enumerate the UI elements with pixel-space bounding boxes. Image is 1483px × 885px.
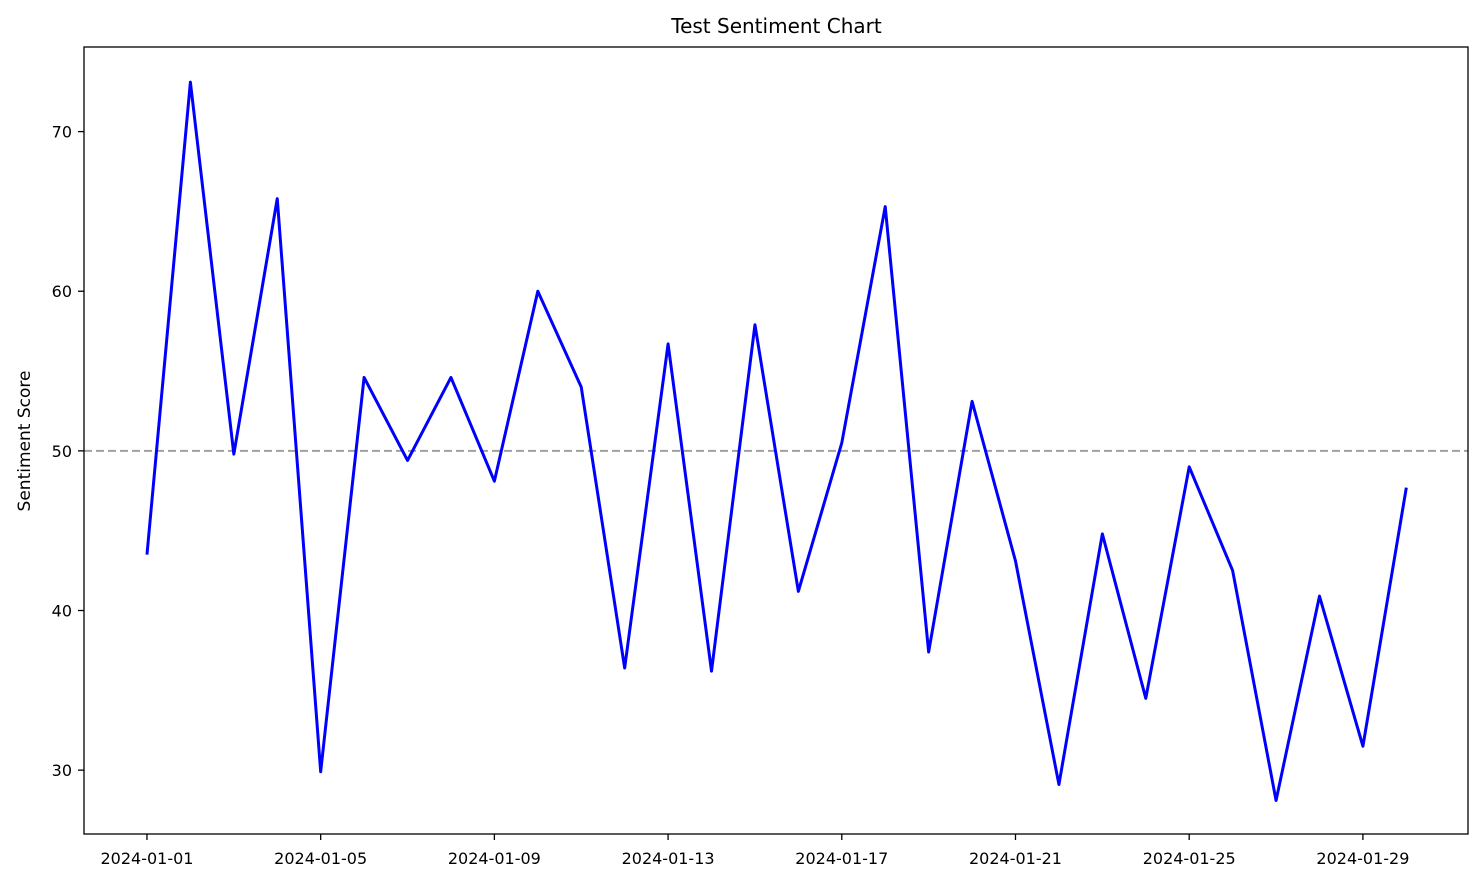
x-tick-label-2024-01-25: 2024-01-25 xyxy=(1143,849,1236,868)
x-tick-label-2024-01-13: 2024-01-13 xyxy=(622,849,715,868)
x-tick-label-2024-01-17: 2024-01-17 xyxy=(795,849,888,868)
y-tick-label-40: 40 xyxy=(52,602,72,621)
y-tick-label-60: 60 xyxy=(52,282,72,301)
y-tick-label-50: 50 xyxy=(52,442,72,461)
x-tick-label-2024-01-05: 2024-01-05 xyxy=(274,849,367,868)
chart-title: Test Sentiment Chart xyxy=(670,14,882,38)
series-line-0 xyxy=(145,80,1408,802)
x-tick-label-2024-01-29: 2024-01-29 xyxy=(1316,849,1409,868)
plot-area: 30 40 50 60 70 2024-01-01 2024-01-05 2024-01-09… xyxy=(52,46,1469,868)
plot-frame xyxy=(83,46,1469,835)
y-tick-label-70: 70 xyxy=(52,123,72,142)
y-tick-label-30: 30 xyxy=(52,761,72,780)
y-axis-label: Sentiment Score xyxy=(15,371,35,512)
x-tick-label-2024-01-09: 2024-01-09 xyxy=(448,849,541,868)
x-tick-label-2024-01-21: 2024-01-21 xyxy=(969,849,1062,868)
x-tick-label-2024-01-01: 2024-01-01 xyxy=(100,849,193,868)
